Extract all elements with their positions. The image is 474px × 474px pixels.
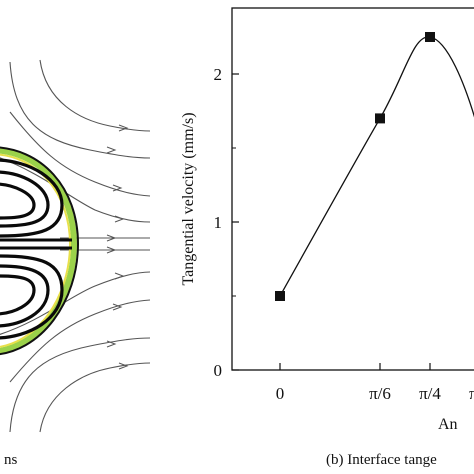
- streamline-arrow: [112, 303, 123, 311]
- data-point-marker: [425, 32, 435, 42]
- vortex-streamline: [0, 182, 36, 220]
- streamline: [0, 271, 151, 335]
- streamline-arrow: [106, 246, 117, 254]
- streamline: [9, 337, 151, 433]
- interface-outline: [0, 146, 80, 356]
- streamline-arrow: [114, 272, 125, 280]
- interface-band-inner: [0, 153, 72, 348]
- vortex-streamline: [0, 254, 64, 340]
- x-axis-label: An: [438, 416, 458, 433]
- y-axis-ticks: 0 1 2: [214, 65, 239, 380]
- vortex-streamline: [0, 158, 64, 238]
- data-markers: [275, 32, 435, 301]
- y-tick-label: 0: [214, 361, 223, 380]
- plot-area-frame: [231, 7, 474, 371]
- streamline: [0, 157, 151, 223]
- streamline-arrow: [112, 184, 123, 192]
- x-tick-label: π/4: [419, 384, 441, 403]
- streamline-arrow: [106, 340, 117, 348]
- vortex-streamline: [0, 170, 50, 228]
- data-point-marker: [275, 291, 285, 301]
- y-axis-label: Tangential velocity (mm/s): [180, 112, 197, 285]
- y-tick-label: 2: [214, 65, 223, 84]
- streamline-arrow: [118, 362, 129, 370]
- streamline: [39, 59, 151, 132]
- streamline: [39, 362, 151, 433]
- y-tick-label: 1: [214, 213, 223, 232]
- streamline-arrow: [106, 234, 117, 242]
- panel-b-caption: (b) Interface tange: [326, 452, 437, 468]
- streamline: [9, 61, 151, 159]
- x-tick-label: π/6: [369, 384, 391, 403]
- x-tick-label: 0: [276, 384, 285, 403]
- streamline: [9, 111, 151, 197]
- velocity-chart: 012 0π/6π/4π/3π Tangential velocity (mm/…: [180, 7, 474, 433]
- vortex-streamline: [0, 274, 36, 316]
- velocity-curve: [279, 36, 474, 297]
- streamline-panel: [0, 59, 151, 433]
- streamline-arrow: [114, 215, 125, 223]
- x-axis-ticks: 0π/6π/4π/3π: [276, 363, 474, 403]
- data-point-marker: [375, 113, 385, 124]
- x-tick-label: π/3: [469, 384, 474, 403]
- streamline-arrow: [118, 124, 129, 132]
- streamline: [9, 299, 151, 383]
- droplet-vortex: [0, 146, 80, 356]
- panel-a-caption: ns: [4, 452, 18, 468]
- streamline-arrow: [106, 146, 117, 154]
- vortex-streamline: [0, 264, 50, 328]
- interface-band: [0, 147, 78, 354]
